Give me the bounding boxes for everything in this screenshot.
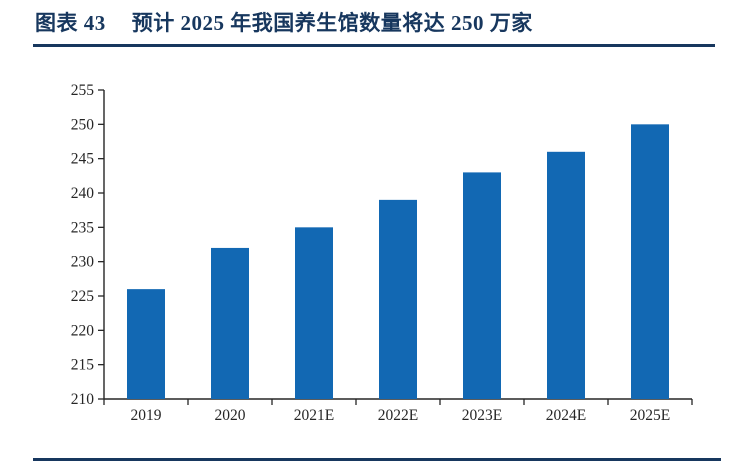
x-tick-label: 2023E [462,407,502,424]
title-underline-rule [33,44,715,47]
bar-2023E [463,172,501,399]
y-tick-label: 235 [71,219,95,236]
chart-title: 图表 43 预计 2025 年我国养生馆数量将达 250 万家 [35,7,533,37]
y-tick-label: 240 [71,185,95,202]
y-tick-label: 225 [71,288,95,305]
y-tick-label: 210 [71,391,95,408]
x-tick-label: 2024E [546,407,586,424]
x-tick-label: 2021E [294,407,334,424]
bar-2025E [631,124,669,399]
bar-2024E [547,151,585,399]
y-tick-label: 250 [71,116,95,133]
x-tick-label: 2022E [378,407,418,424]
chart-title-text: 预计 2025 年我国养生馆数量将达 250 万家 [131,11,533,35]
chart-number-label: 图表 43 [35,11,106,35]
bar-2020 [211,247,249,399]
y-tick-label: 215 [71,357,95,374]
bar-2021E [295,227,333,399]
x-tick-label: 2025E [630,407,670,424]
bar-2019 [127,289,165,399]
y-tick-label: 220 [71,322,95,339]
y-tick-label: 245 [71,151,95,168]
y-tick-label: 230 [71,254,95,271]
page-bottom-rule [33,458,721,461]
bar-2022E [379,199,417,399]
x-tick-label: 2020 [215,407,246,424]
x-tick-label: 2019 [131,407,162,424]
y-tick-label: 255 [71,82,95,99]
